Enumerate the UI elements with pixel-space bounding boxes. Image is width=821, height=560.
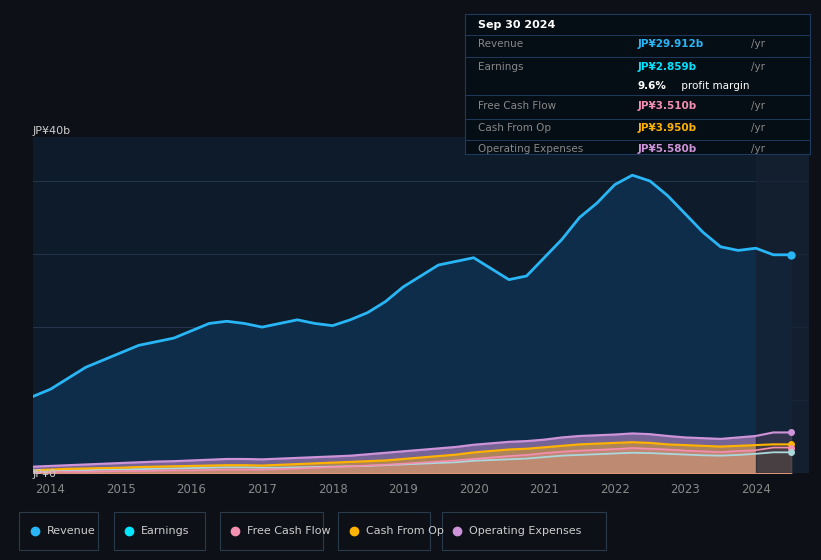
Text: Revenue: Revenue xyxy=(47,526,95,535)
Text: /yr: /yr xyxy=(751,101,765,111)
Text: Cash From Op: Cash From Op xyxy=(366,526,443,535)
Text: Earnings: Earnings xyxy=(479,62,524,72)
Text: Cash From Op: Cash From Op xyxy=(479,123,552,133)
FancyBboxPatch shape xyxy=(338,512,429,550)
Text: JP¥40b: JP¥40b xyxy=(33,126,71,136)
Text: 9.6%: 9.6% xyxy=(637,81,666,91)
Text: Operating Expenses: Operating Expenses xyxy=(469,526,581,535)
Text: Operating Expenses: Operating Expenses xyxy=(479,144,584,154)
Text: JP¥29.912b: JP¥29.912b xyxy=(637,39,704,49)
Text: /yr: /yr xyxy=(751,123,765,133)
Text: Free Cash Flow: Free Cash Flow xyxy=(479,101,557,111)
FancyBboxPatch shape xyxy=(220,512,323,550)
FancyBboxPatch shape xyxy=(113,512,204,550)
FancyBboxPatch shape xyxy=(442,512,606,550)
Text: Earnings: Earnings xyxy=(141,526,190,535)
Text: /yr: /yr xyxy=(751,62,765,72)
Text: /yr: /yr xyxy=(751,39,765,49)
FancyBboxPatch shape xyxy=(20,512,99,550)
Text: Sep 30 2024: Sep 30 2024 xyxy=(479,20,556,30)
Text: JP¥5.580b: JP¥5.580b xyxy=(637,144,696,154)
Bar xyxy=(756,137,809,473)
Text: profit margin: profit margin xyxy=(678,81,750,91)
Text: Revenue: Revenue xyxy=(479,39,524,49)
Text: JP¥3.950b: JP¥3.950b xyxy=(637,123,696,133)
Text: Free Cash Flow: Free Cash Flow xyxy=(247,526,331,535)
Text: /yr: /yr xyxy=(751,144,765,154)
Text: JP¥3.510b: JP¥3.510b xyxy=(637,101,696,111)
Text: JP¥0: JP¥0 xyxy=(33,469,57,479)
Text: JP¥2.859b: JP¥2.859b xyxy=(637,62,696,72)
